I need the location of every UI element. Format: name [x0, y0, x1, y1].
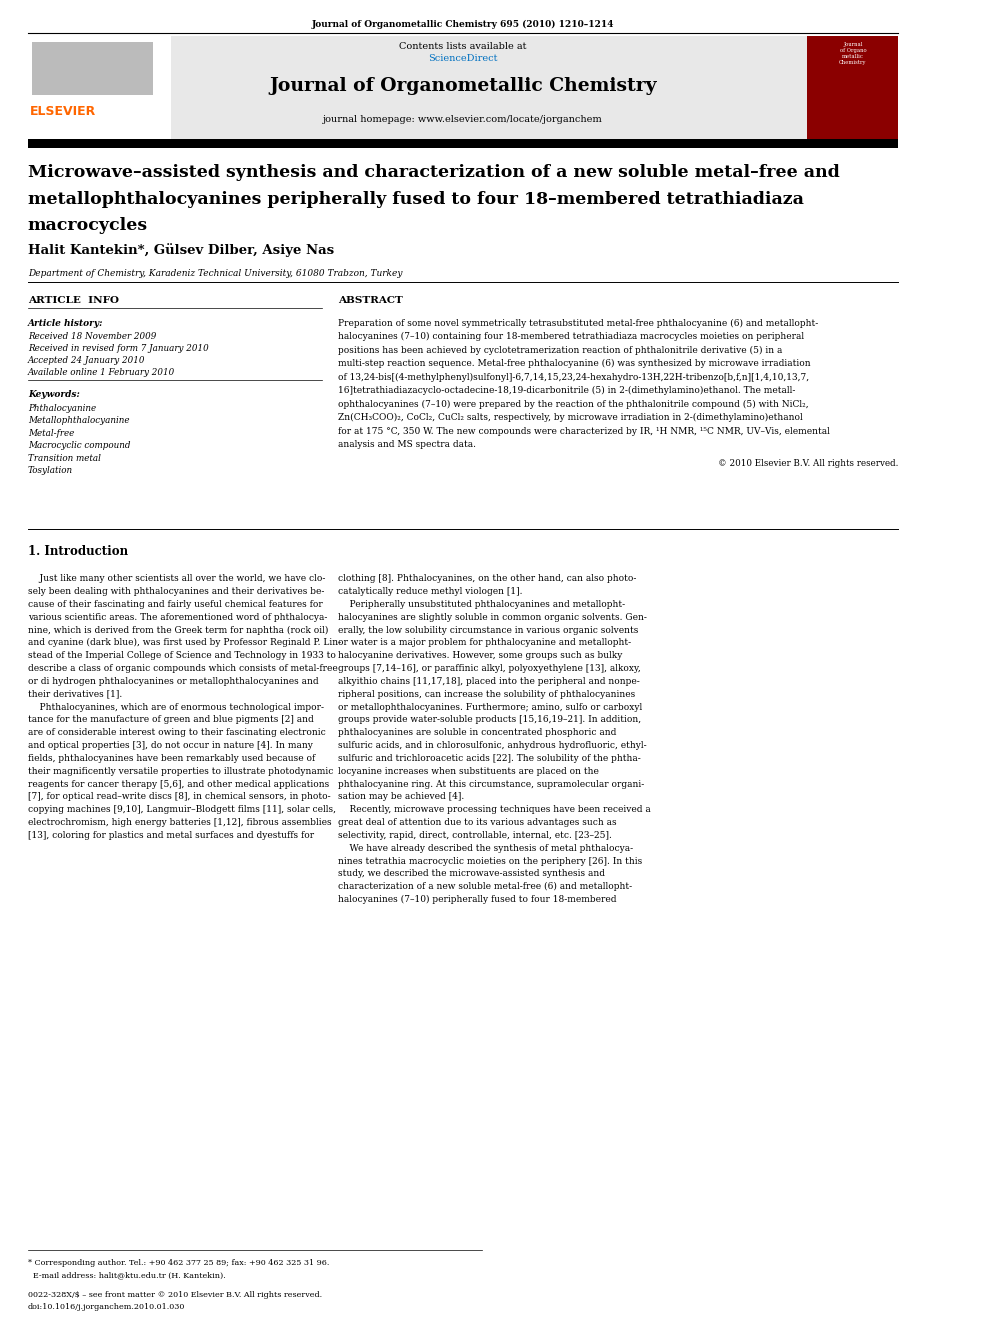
Text: Journal of Organometallic Chemistry: Journal of Organometallic Chemistry: [269, 77, 657, 95]
Text: reagents for cancer therapy [5,6], and other medical applications: reagents for cancer therapy [5,6], and o…: [28, 779, 329, 789]
Text: study, we described the microwave-assisted synthesis and: study, we described the microwave-assist…: [338, 869, 605, 878]
Text: 0022-328X/$ – see front matter © 2010 Elsevier B.V. All rights reserved.: 0022-328X/$ – see front matter © 2010 El…: [28, 1291, 322, 1299]
FancyBboxPatch shape: [28, 36, 172, 139]
Text: characterization of a new soluble metal-free (6) and metallopht-: characterization of a new soluble metal-…: [338, 882, 632, 892]
Text: locyanine increases when substituents are placed on the: locyanine increases when substituents ar…: [338, 767, 599, 775]
Text: or water is a major problem for phthalocyanine and metallopht-: or water is a major problem for phthaloc…: [338, 639, 631, 647]
Text: 16]tetrathiadiazacyclo-octadecine-18,19-dicarbonitrile (5) in 2-(dimethylamino)e: 16]tetrathiadiazacyclo-octadecine-18,19-…: [338, 386, 796, 396]
Text: erally, the low solubility circumstance in various organic solvents: erally, the low solubility circumstance …: [338, 626, 639, 635]
Text: [7], for optical read–write discs [8], in chemical sensors, in photo-: [7], for optical read–write discs [8], i…: [28, 792, 330, 802]
Text: and optical properties [3], do not occur in nature [4]. In many: and optical properties [3], do not occur…: [28, 741, 312, 750]
Text: macrocycles: macrocycles: [28, 217, 148, 234]
Text: Just like many other scientists all over the world, we have clo-: Just like many other scientists all over…: [28, 574, 325, 583]
Text: metallophthalocyanines peripherally fused to four 18–membered tetrathiadiaza: metallophthalocyanines peripherally fuse…: [28, 191, 804, 208]
Text: are of considerable interest owing to their fascinating electronic: are of considerable interest owing to th…: [28, 728, 325, 737]
Text: groups [7,14–16], or paraffinic alkyl, polyoxyethylene [13], alkoxy,: groups [7,14–16], or paraffinic alkyl, p…: [338, 664, 641, 673]
Text: halocyanine derivatives. However, some groups such as bulky: halocyanine derivatives. However, some g…: [338, 651, 622, 660]
Text: fields, phthalocyanines have been remarkably used because of: fields, phthalocyanines have been remark…: [28, 754, 315, 763]
FancyBboxPatch shape: [28, 36, 898, 139]
Text: groups provide water-soluble products [15,16,19–21]. In addition,: groups provide water-soluble products [1…: [338, 716, 641, 725]
Text: analysis and MS spectra data.: analysis and MS spectra data.: [338, 441, 476, 450]
Text: selectivity, rapid, direct, controllable, internal, etc. [23–25].: selectivity, rapid, direct, controllable…: [338, 831, 612, 840]
Text: halocyanines (7–10) peripherally fused to four 18-membered: halocyanines (7–10) peripherally fused t…: [338, 896, 616, 904]
Text: tance for the manufacture of green and blue pigments [2] and: tance for the manufacture of green and b…: [28, 716, 313, 725]
Text: describe a class of organic compounds which consists of metal-free: describe a class of organic compounds wh…: [28, 664, 337, 673]
Text: great deal of attention due to its various advantages such as: great deal of attention due to its vario…: [338, 818, 617, 827]
Text: * Corresponding author. Tel.: +90 462 377 25 89; fax: +90 462 325 31 96.: * Corresponding author. Tel.: +90 462 37…: [28, 1259, 329, 1267]
Text: multi-step reaction sequence. Metal-free phthalocyanine (6) was synthesized by m: multi-step reaction sequence. Metal-free…: [338, 360, 810, 368]
Text: Journal of Organometallic Chemistry 695 (2010) 1210–1214: Journal of Organometallic Chemistry 695 …: [311, 20, 614, 29]
FancyBboxPatch shape: [33, 42, 153, 95]
Text: Macrocyclic compound: Macrocyclic compound: [28, 441, 130, 450]
Text: Phthalocyanines, which are of enormous technological impor-: Phthalocyanines, which are of enormous t…: [28, 703, 323, 712]
Text: nines tetrathia macrocyclic moieties on the periphery [26]. In this: nines tetrathia macrocyclic moieties on …: [338, 856, 642, 865]
Text: Article history:: Article history:: [28, 319, 103, 328]
Text: ophthalocyanines (7–10) were prepared by the reaction of the phthalonitrile comp: ophthalocyanines (7–10) were prepared by…: [338, 400, 808, 409]
Text: Preparation of some novel symmetrically tetrasubstituted metal-free phthalocyani: Preparation of some novel symmetrically …: [338, 319, 818, 328]
Text: phthalocyanine ring. At this circumstance, supramolecular organi-: phthalocyanine ring. At this circumstanc…: [338, 779, 644, 789]
Text: sulfuric and trichloroacetic acids [22]. The solubility of the phtha-: sulfuric and trichloroacetic acids [22].…: [338, 754, 641, 763]
Text: Zn(CH₃COO)₂, CoCl₂, CuCl₂ salts, respectively, by microwave irradiation in 2-(di: Zn(CH₃COO)₂, CoCl₂, CuCl₂ salts, respect…: [338, 413, 803, 422]
Text: journal homepage: www.elsevier.com/locate/jorganchem: journal homepage: www.elsevier.com/locat…: [323, 115, 603, 124]
Text: cause of their fascinating and fairly useful chemical features for: cause of their fascinating and fairly us…: [28, 599, 322, 609]
Text: positions has been achieved by cyclotetramerization reaction of phthalonitrile d: positions has been achieved by cyclotetr…: [338, 345, 783, 355]
Text: Microwave–assisted synthesis and characterization of a new soluble metal–free an: Microwave–assisted synthesis and charact…: [28, 164, 839, 181]
Text: electrochromism, high energy batteries [1,12], fibrous assemblies: electrochromism, high energy batteries […: [28, 818, 331, 827]
Text: ABSTRACT: ABSTRACT: [338, 296, 403, 306]
Text: Metal-free: Metal-free: [28, 429, 74, 438]
Text: catalytically reduce methyl viologen [1].: catalytically reduce methyl viologen [1]…: [338, 587, 523, 597]
Text: or metallophthalocyanines. Furthermore; amino, sulfo or carboxyl: or metallophthalocyanines. Furthermore; …: [338, 703, 642, 712]
Text: Contents lists available at: Contents lists available at: [399, 42, 527, 52]
Text: ELSEVIER: ELSEVIER: [30, 105, 96, 118]
Text: their magnificently versatile properties to illustrate photodynamic: their magnificently versatile properties…: [28, 767, 333, 775]
Text: sulfuric acids, and in chlorosulfonic, anhydrous hydrofluoric, ethyl-: sulfuric acids, and in chlorosulfonic, a…: [338, 741, 647, 750]
Text: nine, which is derived from the Greek term for naphtha (rock oil): nine, which is derived from the Greek te…: [28, 626, 328, 635]
Text: Received 18 November 2009: Received 18 November 2009: [28, 332, 156, 341]
Text: phthalocyanines are soluble in concentrated phosphoric and: phthalocyanines are soluble in concentra…: [338, 728, 616, 737]
Text: or di hydrogen phthalocyanines or metallophthalocyanines and: or di hydrogen phthalocyanines or metall…: [28, 677, 318, 685]
Text: Journal
of Organo
metallic
Chemistry: Journal of Organo metallic Chemistry: [839, 42, 867, 65]
Text: Keywords:: Keywords:: [28, 390, 79, 400]
Text: ScienceDirect: ScienceDirect: [429, 54, 498, 64]
Text: halocyanines are slightly soluble in common organic solvents. Gen-: halocyanines are slightly soluble in com…: [338, 613, 647, 622]
Text: Phthalocyanine: Phthalocyanine: [28, 404, 96, 413]
Text: Received in revised form 7 January 2010: Received in revised form 7 January 2010: [28, 344, 208, 353]
Text: © 2010 Elsevier B.V. All rights reserved.: © 2010 Elsevier B.V. All rights reserved…: [718, 459, 898, 468]
Text: their derivatives [1].: their derivatives [1].: [28, 689, 122, 699]
Text: halocyanines (7–10) containing four 18-membered tetrathiadiaza macrocycles moiet: halocyanines (7–10) containing four 18-m…: [338, 332, 805, 341]
Text: E-mail address: halit@ktu.edu.tr (H. Kantekin).: E-mail address: halit@ktu.edu.tr (H. Kan…: [28, 1271, 225, 1279]
Text: Transition metal: Transition metal: [28, 454, 100, 463]
FancyBboxPatch shape: [28, 139, 898, 148]
Text: stead of the Imperial College of Science and Technology in 1933 to: stead of the Imperial College of Science…: [28, 651, 335, 660]
Text: Peripherally unsubstituted phthalocyanines and metallopht-: Peripherally unsubstituted phthalocyanin…: [338, 599, 625, 609]
Text: clothing [8]. Phthalocyanines, on the other hand, can also photo-: clothing [8]. Phthalocyanines, on the ot…: [338, 574, 636, 583]
Text: sation may be achieved [4].: sation may be achieved [4].: [338, 792, 464, 802]
Text: Department of Chemistry, Karadeniz Technical University, 61080 Trabzon, Turkey: Department of Chemistry, Karadeniz Techn…: [28, 269, 403, 278]
Text: Metallophthalocyanine: Metallophthalocyanine: [28, 415, 129, 425]
Text: for at 175 °C, 350 W. The new compounds were characterized by IR, ¹H NMR, ¹⁵C NM: for at 175 °C, 350 W. The new compounds …: [338, 427, 830, 435]
Text: Tosylation: Tosylation: [28, 466, 72, 475]
Text: We have already described the synthesis of metal phthalocya-: We have already described the synthesis …: [338, 844, 633, 853]
Text: and cyanine (dark blue), was first used by Professor Reginald P. Lin-: and cyanine (dark blue), was first used …: [28, 639, 341, 647]
Text: ARTICLE  INFO: ARTICLE INFO: [28, 296, 119, 306]
Text: various scientific areas. The aforementioned word of phthalocya-: various scientific areas. The aforementi…: [28, 613, 327, 622]
Text: doi:10.1016/j.jorganchem.2010.01.030: doi:10.1016/j.jorganchem.2010.01.030: [28, 1303, 186, 1311]
Text: 1. Introduction: 1. Introduction: [28, 545, 128, 558]
Text: alkyithio chains [11,17,18], placed into the peripheral and nonpe-: alkyithio chains [11,17,18], placed into…: [338, 677, 640, 685]
Text: [13], coloring for plastics and metal surfaces and dyestuffs for: [13], coloring for plastics and metal su…: [28, 831, 313, 840]
Text: Accepted 24 January 2010: Accepted 24 January 2010: [28, 356, 145, 365]
Text: of 13,24-bis[(4-methylphenyl)sulfonyl]-6,7,14,15,23,24-hexahydro-13H,22H-tribenz: of 13,24-bis[(4-methylphenyl)sulfonyl]-6…: [338, 373, 809, 382]
Text: ripheral positions, can increase the solubility of phthalocyanines: ripheral positions, can increase the sol…: [338, 689, 635, 699]
Text: sely been dealing with phthalocyanines and their derivatives be-: sely been dealing with phthalocyanines a…: [28, 587, 324, 597]
Text: Halit Kantekin*, Gülsev Dilber, Asiye Nas: Halit Kantekin*, Gülsev Dilber, Asiye Na…: [28, 243, 334, 257]
Text: Recently, microwave processing techniques have been received a: Recently, microwave processing technique…: [338, 806, 651, 814]
Text: copying machines [9,10], Langmuir–Blodgett films [11], solar cells,: copying machines [9,10], Langmuir–Blodge…: [28, 806, 335, 814]
Text: Available online 1 February 2010: Available online 1 February 2010: [28, 368, 175, 377]
FancyBboxPatch shape: [807, 36, 898, 139]
